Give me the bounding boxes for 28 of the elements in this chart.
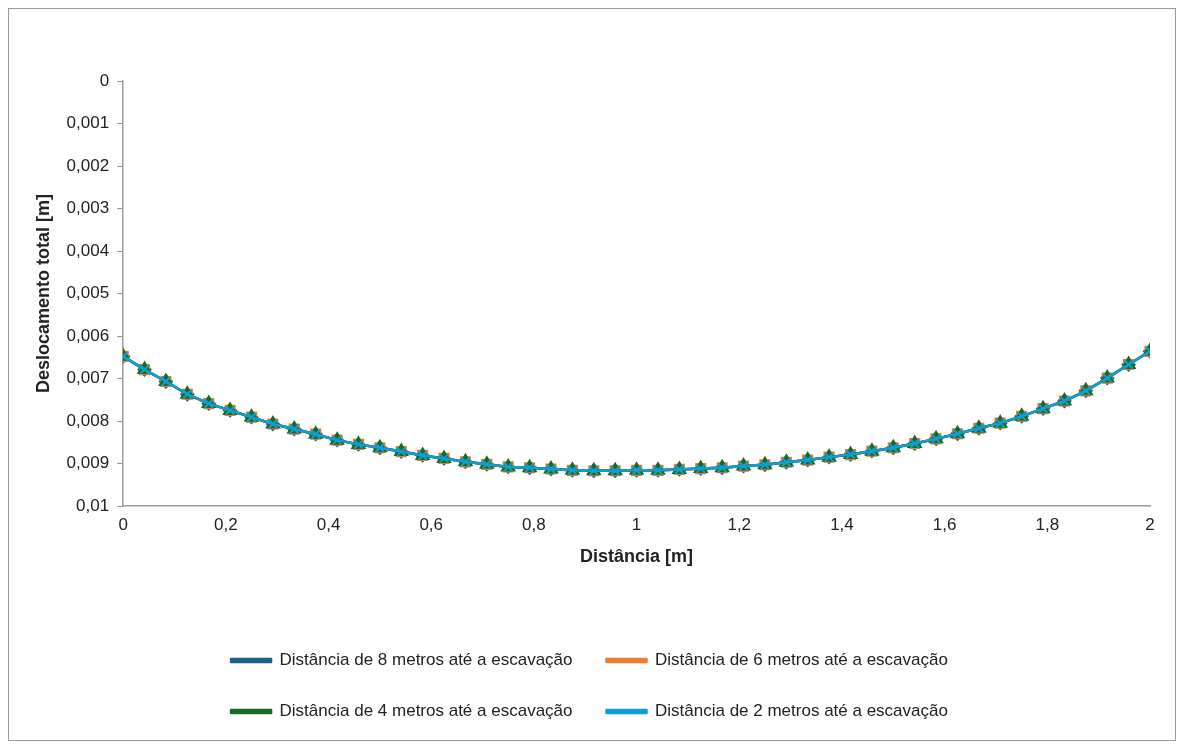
y-tick-label: 0,003 — [66, 198, 110, 218]
x-tick-label: 0 — [118, 514, 128, 534]
y-tick-label: 0 — [99, 70, 110, 90]
x-tick-label: 0,6 — [419, 514, 444, 534]
legend-label: Distância de 4 metros até a escavação — [279, 701, 573, 721]
y-tick-label: 0,009 — [66, 453, 110, 473]
legend-label: Distância de 8 metros até a escavação — [279, 650, 573, 670]
y-axis-title: Deslocamento total [m] — [32, 193, 53, 394]
y-tick-label: 0,006 — [66, 325, 110, 345]
legend-label: Distância de 6 metros até a escavação — [655, 650, 948, 670]
x-tick-label: 0,4 — [316, 514, 341, 534]
legend-label: Distância de 2 metros até a escavação — [655, 701, 948, 721]
x-tick-label: 2 — [1145, 514, 1155, 534]
x-tick-label: 0,8 — [522, 514, 546, 534]
x-tick-label: 1,8 — [1035, 514, 1060, 534]
y-tick-label: 0,002 — [66, 155, 110, 175]
y-tick-label: 0,005 — [66, 283, 110, 303]
x-tick-label: 1,6 — [932, 514, 957, 534]
x-tick-label: 0,2 — [214, 514, 238, 534]
y-tick-label: 0,001 — [66, 113, 110, 133]
y-tick-label: 0,01 — [76, 495, 110, 515]
y-tick-label: 0,007 — [66, 368, 110, 388]
x-tick-label: 1,4 — [830, 514, 854, 534]
y-tick-label: 0,004 — [66, 240, 110, 260]
y-tick-label: 0,008 — [66, 410, 110, 430]
x-tick-label: 1,2 — [727, 514, 752, 534]
x-tick-label: 1 — [631, 514, 642, 534]
x-axis-title: Distância [m] — [580, 546, 694, 567]
